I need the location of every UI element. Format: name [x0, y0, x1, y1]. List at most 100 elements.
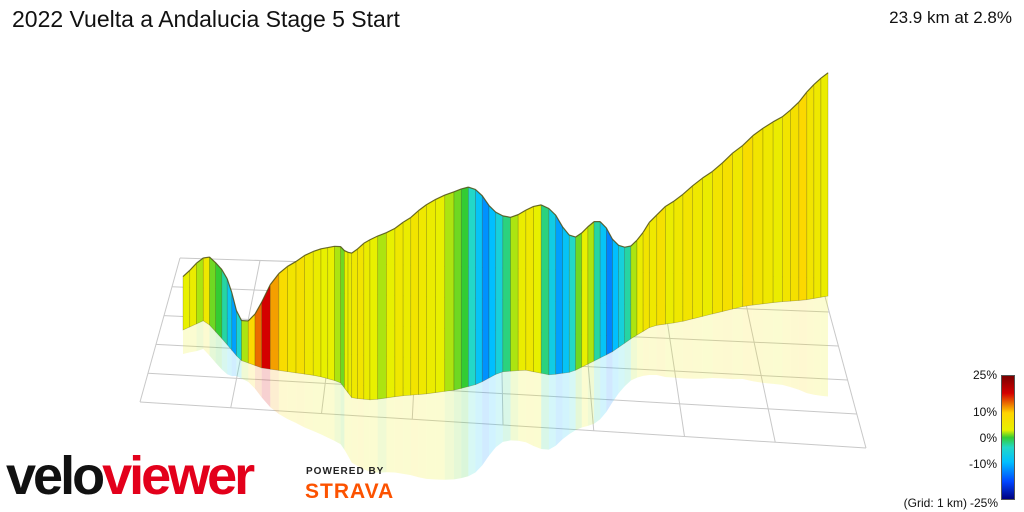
profile-segment	[502, 215, 511, 373]
legend-label-0: 0%	[979, 431, 997, 445]
profile-segment	[377, 232, 387, 400]
reflection-segment	[763, 302, 774, 384]
reflection-segment	[248, 363, 255, 389]
reflection-segment	[692, 316, 703, 379]
reflection-segment	[321, 376, 328, 438]
profile-segment	[665, 200, 675, 325]
reflection-segment	[227, 344, 232, 377]
reflection-segment	[612, 347, 619, 403]
reflection-segment	[594, 357, 601, 424]
reflection-segment	[203, 320, 210, 356]
profile-top-edge	[377, 232, 387, 237]
profile-segment	[363, 239, 371, 401]
reflection-segment	[386, 396, 395, 473]
profile-top-edge	[798, 91, 808, 103]
reflection-segment	[502, 371, 511, 442]
grid-line	[819, 277, 867, 449]
veloviewer-logo[interactable]: veloviewer	[6, 446, 255, 506]
profile-segment	[468, 186, 476, 387]
reflection-segment	[468, 384, 476, 477]
profile-segment	[453, 188, 462, 391]
profile-segment	[340, 245, 345, 389]
profile-segment	[312, 248, 322, 378]
reflection-segment	[712, 311, 723, 379]
grid-line	[147, 372, 857, 415]
reflection-segment	[241, 360, 249, 382]
reflection-segment	[600, 354, 607, 420]
profile-top-edge	[711, 162, 723, 172]
reflection-segment	[673, 321, 683, 379]
reflection-segment	[461, 386, 469, 479]
reflection-segment	[732, 306, 743, 380]
profile-wall	[182, 72, 829, 401]
reflection-segment	[418, 393, 427, 479]
profile-top-edge	[673, 193, 684, 202]
reflection-segment	[656, 324, 666, 378]
reflection-segment	[820, 296, 828, 397]
profile-segment	[618, 244, 626, 348]
profile-top-edge	[347, 251, 352, 254]
reflection-segment	[369, 399, 378, 473]
profile-segment	[540, 204, 550, 376]
reflection-segment	[453, 388, 462, 480]
profile-segment	[426, 198, 436, 395]
gradient-legend-bar	[1001, 375, 1015, 500]
profile-top-edge	[630, 239, 638, 247]
profile-top-edge	[533, 204, 542, 208]
profile-top-edge	[636, 231, 644, 241]
profile-segment	[606, 227, 613, 356]
reflection-segment	[236, 355, 242, 379]
profile-segment	[394, 221, 404, 398]
profile-segment	[351, 248, 358, 399]
reflection-segment	[752, 303, 763, 383]
profile-top-edge	[226, 278, 233, 293]
profile-segment	[215, 261, 223, 340]
profile-top-edge	[189, 262, 197, 271]
profile-top-edge	[203, 256, 210, 259]
powered-by-text: POWERED BY	[306, 466, 385, 477]
profile-top-edge	[495, 211, 504, 217]
profile-segment	[612, 238, 619, 353]
reflection-segment	[482, 378, 489, 466]
profile-segment	[806, 83, 815, 301]
profile-segment	[692, 177, 703, 320]
reflection-segment	[183, 326, 190, 355]
profile-top-edge	[426, 198, 436, 206]
reflection-segment	[296, 372, 305, 428]
reflection-segment	[426, 392, 436, 480]
profile-top-edge	[682, 185, 694, 195]
profile-top-edge	[402, 216, 412, 223]
reflection-segment	[410, 394, 419, 478]
profile-segment	[712, 162, 723, 315]
profile-top-edge	[581, 226, 589, 234]
profile-top-edge	[702, 170, 713, 179]
route-stats: 23.9 km at 2.8%	[889, 8, 1012, 27]
reflection-segment	[357, 398, 364, 470]
profile-segment	[599, 220, 607, 359]
profile-segment	[533, 204, 542, 374]
reflection-segment	[682, 318, 693, 379]
strava-logo[interactable]: STRAVA	[305, 480, 395, 503]
profile-segment	[357, 242, 365, 400]
reflection-segment	[525, 370, 534, 447]
profile-top-edge	[340, 246, 345, 251]
profile-top-edge	[287, 260, 297, 267]
profile-segment	[510, 214, 519, 372]
reflection-segment	[363, 399, 370, 472]
reflection-segment	[444, 390, 454, 480]
profile-top-edge	[344, 249, 349, 253]
profile-segment	[581, 226, 589, 368]
legend-label-10: 10%	[972, 405, 997, 419]
profile-top-edge	[722, 152, 734, 164]
profile-top-edge	[295, 254, 305, 262]
profile-segment	[344, 250, 349, 394]
reflection-segment	[798, 299, 807, 394]
profile-top-edge	[386, 227, 396, 234]
profile-top-edge	[351, 248, 359, 254]
profile-segment	[562, 225, 570, 374]
profile-segment	[410, 209, 419, 396]
reflection-segment	[643, 327, 650, 376]
profile-top-edge	[624, 245, 631, 248]
profile-top-edge	[453, 188, 462, 193]
grid-note: (Grid: 1 km)	[903, 496, 967, 510]
